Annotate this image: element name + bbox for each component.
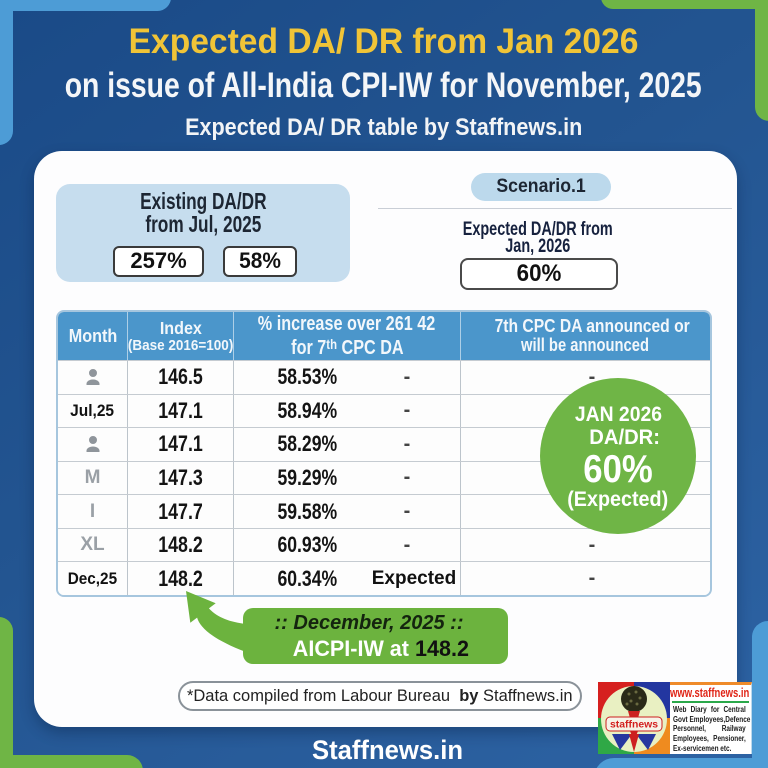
svg-text:staffnews: staffnews (610, 719, 658, 731)
